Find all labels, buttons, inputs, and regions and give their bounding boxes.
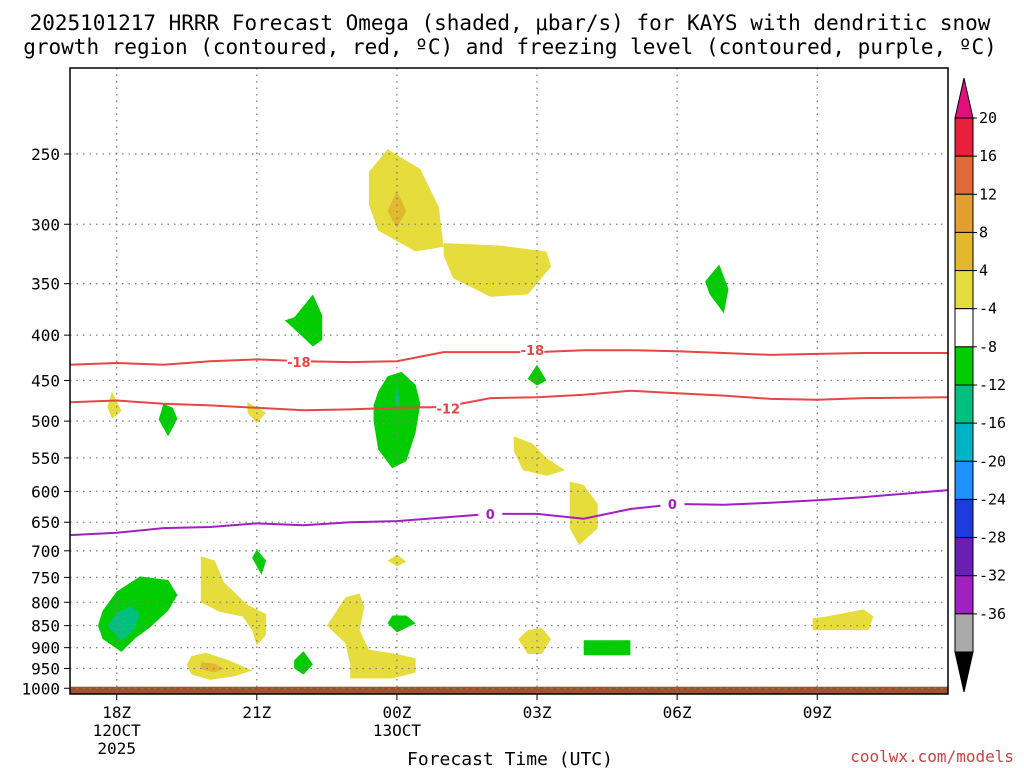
contour-label-bg	[478, 505, 503, 521]
chart-title-line-2: growth region (contoured, red, ºC) and f…	[23, 35, 997, 59]
x-tick-label: 21Z	[242, 703, 271, 722]
colorbar-swatch-9	[954, 460, 974, 500]
omega-region-5	[513, 436, 565, 476]
x-tick-label: 03Z	[523, 703, 552, 722]
colorbar-label: -24	[979, 490, 1006, 508]
y-tick-label: 600	[31, 482, 60, 501]
omega-region-24	[583, 640, 631, 656]
colorbar-swatch-0	[954, 117, 974, 157]
omega-region-23	[387, 615, 416, 633]
y-tick-label: 800	[31, 593, 60, 612]
omega-region-3	[107, 391, 122, 419]
chart-title-line-1: 2025101217 HRRR Forecast Omega (shaded, …	[30, 11, 991, 35]
y-tick-label: 400	[31, 326, 60, 345]
y-tick-label: 350	[31, 275, 60, 294]
omega-region-19	[394, 387, 400, 411]
contour-line-0	[70, 489, 948, 537]
colorbar-label: 20	[979, 109, 997, 127]
x-tick-sublabel: 13OCT	[373, 721, 422, 740]
x-axis-label: Forecast Time (UTC)	[407, 749, 613, 768]
y-tick-label: 700	[31, 542, 60, 561]
contour-label-bg	[520, 342, 545, 358]
y-tick-label: 1000	[21, 679, 60, 698]
colorbar-swatch-8	[954, 422, 974, 462]
colorbar-label: -8	[979, 338, 997, 356]
x-tick-label: 09Z	[803, 703, 832, 722]
y-tick-label: 900	[31, 639, 60, 658]
x-tick-label: 00Z	[382, 703, 411, 722]
colorbar-swatch-3	[954, 231, 974, 272]
omega-region-13	[812, 609, 874, 631]
y-tick-label: 500	[31, 412, 60, 431]
contour-label-bg	[660, 496, 685, 512]
y-tick-label: 850	[31, 617, 60, 636]
omega-region-0	[368, 149, 444, 252]
contour-label-0: 0	[668, 498, 677, 513]
colorbar-label: 16	[979, 147, 997, 165]
omega-region-22	[107, 606, 141, 642]
contour-line--12	[70, 389, 948, 412]
contour-line--18	[70, 349, 948, 366]
colorbar-swatch-13	[954, 613, 974, 653]
contour-label-0: 0	[486, 508, 495, 523]
colorbar-label: 8	[979, 223, 988, 241]
colorbar-swatch-1	[954, 155, 974, 195]
omega-region-25	[294, 651, 313, 675]
ground-surface	[70, 686, 948, 694]
omega-region-17	[158, 403, 178, 437]
contour-label--18: -18	[287, 356, 311, 371]
colorbar-label: -32	[979, 567, 1006, 585]
x-tick-label: 06Z	[663, 703, 692, 722]
colorbar: 20 16 12 8 4 -4 -8 -12 -16 -20 -24 -28 -32 -36	[954, 77, 1006, 693]
colorbar-swatch-4	[954, 270, 974, 310]
axes: 250 300 350 400 450 500 550 600 650 700 750 800 850 9…	[21, 67, 949, 758]
colorbar-label: -36	[979, 605, 1006, 623]
colorbar-swatch-2	[954, 193, 974, 233]
colorbar-swatch-10	[954, 498, 974, 539]
colorbar-label: -12	[979, 376, 1006, 394]
colorbar-label: -20	[979, 452, 1006, 470]
x-tick-label: 18Z	[102, 703, 131, 722]
omega-region-2	[443, 243, 551, 297]
omega-region-9	[326, 593, 416, 679]
omega-region-15	[705, 264, 729, 314]
contour-label--12: -12	[437, 403, 461, 418]
colorbar-label: 4	[979, 262, 988, 280]
colorbar-label: -16	[979, 414, 1006, 432]
omega-region-6	[569, 481, 598, 546]
omega-region-11	[200, 662, 225, 673]
omega-region-12	[518, 627, 551, 654]
colorbar-label: 12	[979, 185, 997, 203]
y-tick-label: 450	[31, 372, 60, 391]
y-tick-label: 650	[31, 513, 60, 532]
plot-inner: -18 -18 -12 0 0	[70, 68, 948, 694]
y-tick-label: 250	[31, 145, 60, 164]
contour-label--18: -18	[521, 344, 545, 359]
contour-label-bg	[436, 400, 461, 416]
omega-region-14	[284, 294, 323, 347]
x-tick-sublabel: 2025	[97, 739, 136, 758]
omega-region-8	[387, 554, 407, 567]
colorbar-label: -28	[979, 529, 1006, 547]
y-tick-label: 300	[31, 215, 60, 234]
colorbar-swatch-5	[954, 308, 974, 348]
credit-text: coolwx.com/models	[850, 747, 1014, 766]
colorbar-swatch-6	[954, 346, 974, 386]
x-tick-sublabel: 12OCT	[93, 721, 142, 740]
omega-region-20	[252, 549, 267, 575]
y-tick-label: 550	[31, 449, 60, 468]
colorbar-label: -4	[979, 300, 997, 318]
colorbar-swatch-12	[954, 575, 974, 615]
colorbar-top-arrow	[954, 77, 974, 119]
y-tick-label: 950	[31, 659, 60, 678]
omega-region-1	[387, 190, 407, 229]
contour-label-bg	[286, 354, 311, 370]
omega-region-7	[200, 556, 267, 646]
plot-area: -18 -18 -12 0 0	[70, 68, 948, 694]
colorbar-bottom-arrow	[954, 651, 974, 693]
y-tick-label: 750	[31, 568, 60, 587]
colorbar-swatch-11	[954, 537, 974, 577]
colorbar-swatch-7	[954, 384, 974, 424]
